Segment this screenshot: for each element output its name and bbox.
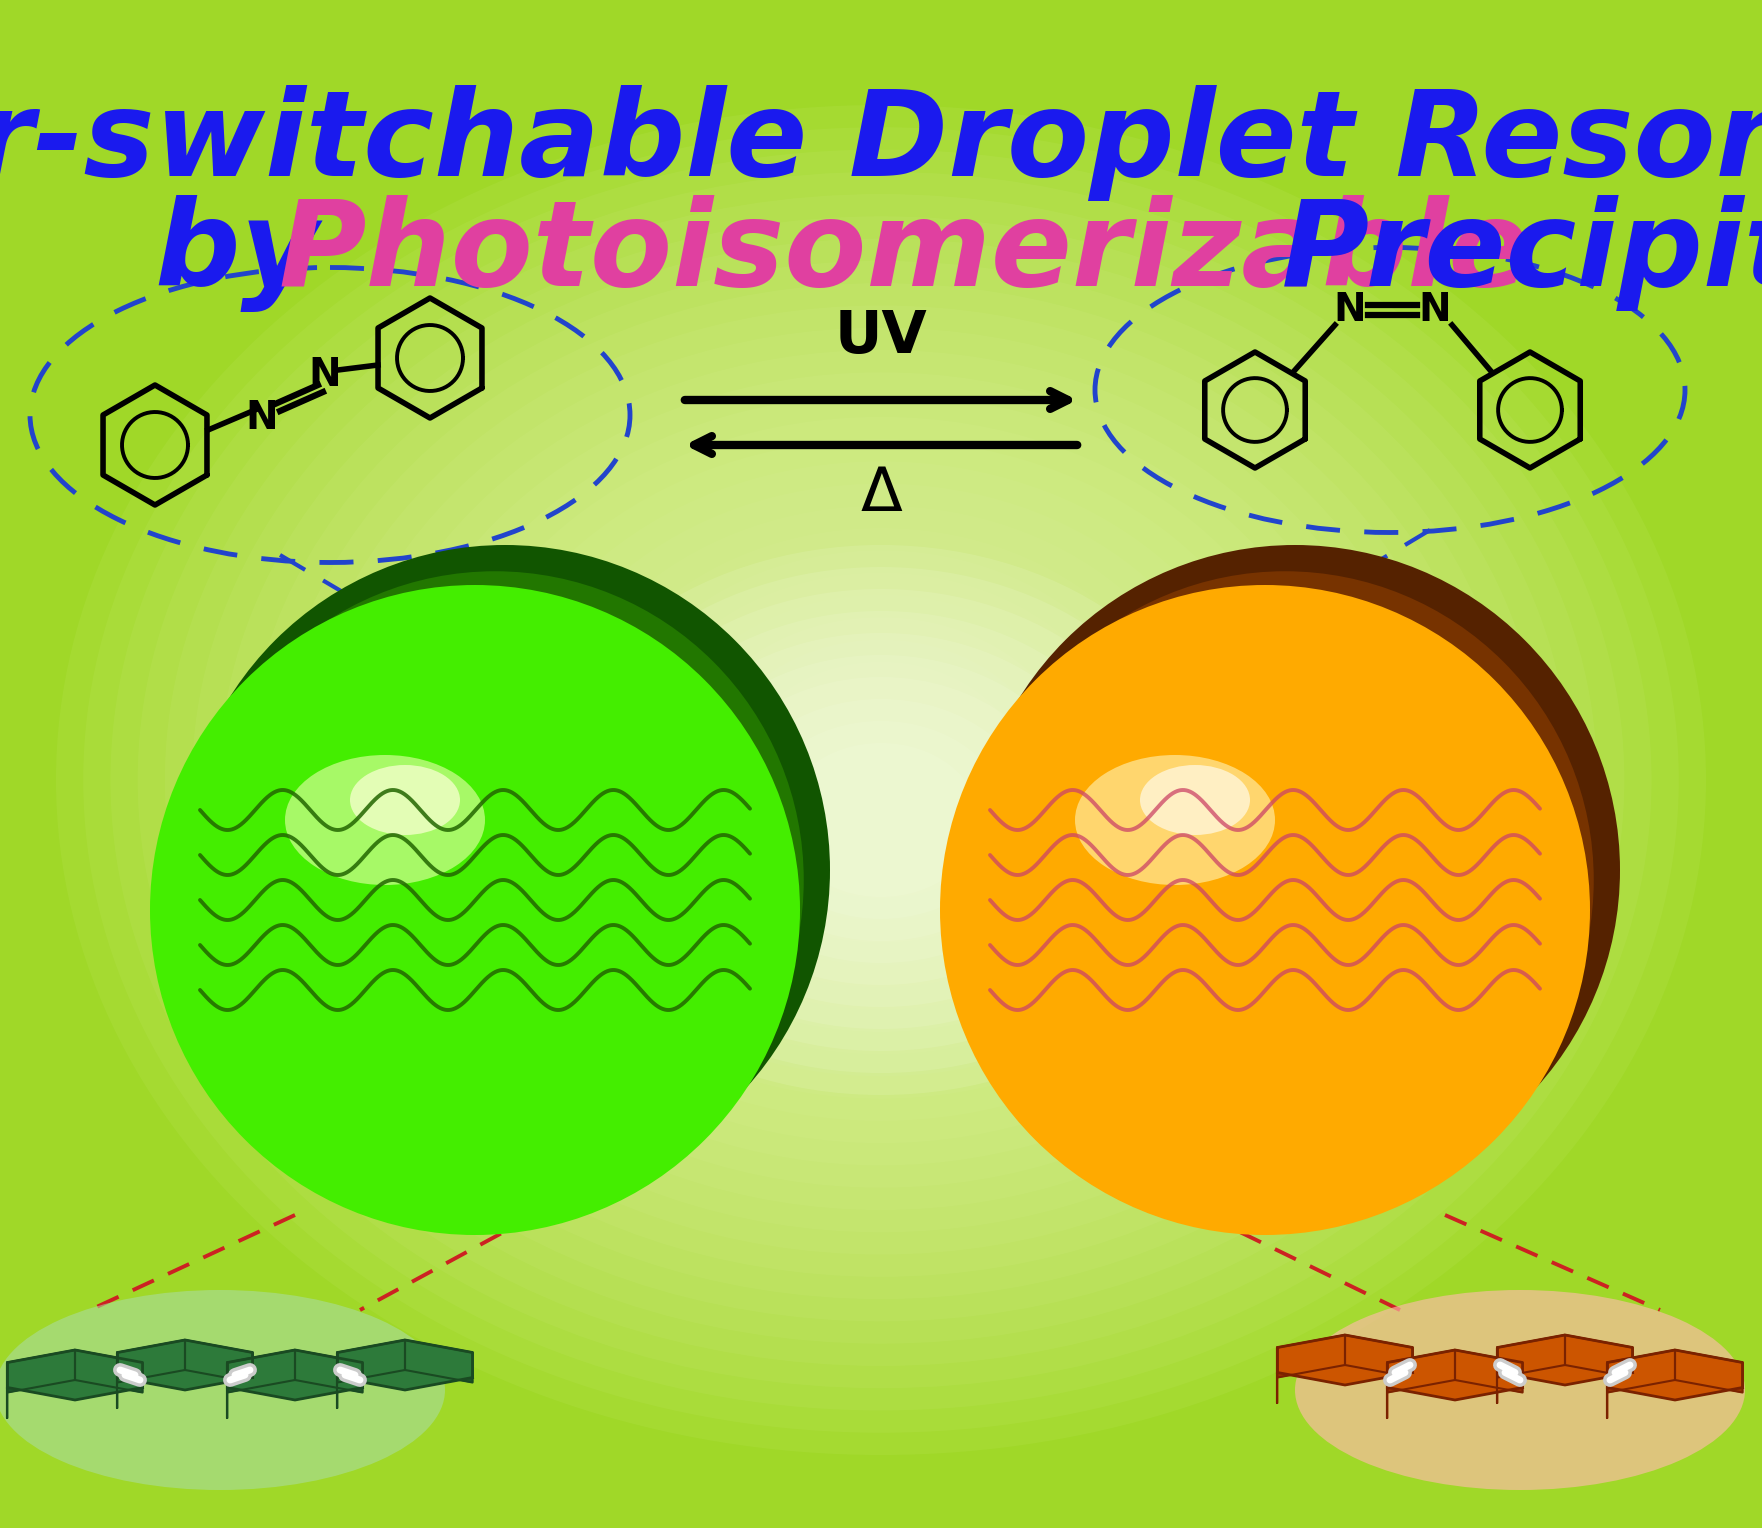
Ellipse shape [1075,755,1276,885]
Polygon shape [1387,1351,1522,1400]
Ellipse shape [1004,640,1524,1160]
Ellipse shape [846,750,916,808]
Text: N: N [308,356,342,394]
Polygon shape [338,1340,472,1390]
Ellipse shape [655,594,1107,966]
Polygon shape [118,1340,252,1390]
Polygon shape [1455,1351,1522,1392]
Ellipse shape [1050,792,1388,1129]
Ellipse shape [192,217,1570,1343]
Polygon shape [1344,1335,1413,1378]
Polygon shape [338,1340,405,1383]
Text: Precipitant: Precipitant [1240,196,1762,312]
Polygon shape [1498,1335,1633,1384]
Ellipse shape [137,171,1625,1387]
Ellipse shape [754,721,1008,918]
Ellipse shape [285,755,485,885]
Polygon shape [1277,1335,1413,1384]
Ellipse shape [180,545,830,1195]
Ellipse shape [465,439,1297,1122]
Ellipse shape [939,585,1589,1235]
Ellipse shape [976,571,1595,1189]
Ellipse shape [150,585,800,1235]
Ellipse shape [187,571,803,1189]
Ellipse shape [587,588,1175,1051]
Polygon shape [118,1340,185,1383]
Ellipse shape [0,1290,446,1490]
Text: N: N [1334,290,1366,329]
Polygon shape [227,1351,363,1400]
Ellipse shape [56,105,1706,1455]
Ellipse shape [682,617,1080,943]
Ellipse shape [218,238,1544,1322]
Ellipse shape [518,484,1244,1076]
Ellipse shape [530,545,1232,1096]
Ellipse shape [1089,918,1270,1102]
Text: by: by [155,196,359,312]
Text: N: N [245,399,278,437]
Ellipse shape [818,729,944,831]
Ellipse shape [231,681,700,1149]
Ellipse shape [1036,730,1445,1140]
Ellipse shape [300,918,481,1102]
Ellipse shape [627,573,1135,987]
Ellipse shape [492,461,1270,1099]
Ellipse shape [601,550,1161,1010]
Ellipse shape [1020,681,1489,1149]
Polygon shape [185,1340,252,1383]
Polygon shape [76,1351,143,1392]
Ellipse shape [273,283,1489,1277]
Ellipse shape [546,506,1216,1054]
Ellipse shape [301,306,1461,1254]
Polygon shape [1607,1351,1676,1392]
Ellipse shape [245,730,655,1140]
Ellipse shape [573,529,1189,1031]
Ellipse shape [261,792,599,1129]
Ellipse shape [1295,1290,1744,1490]
Ellipse shape [765,685,997,876]
Ellipse shape [988,604,1561,1177]
Polygon shape [1676,1351,1743,1392]
Ellipse shape [671,656,1091,986]
Ellipse shape [1140,766,1249,834]
Text: Photoisomerizable: Photoisomerizable [278,196,1529,312]
Ellipse shape [728,698,1034,941]
Text: Color-switchable Droplet Resonator: Color-switchable Droplet Resonator [0,86,1762,202]
Ellipse shape [351,766,460,834]
Ellipse shape [83,127,1679,1433]
Ellipse shape [782,743,980,897]
Polygon shape [1498,1335,1565,1378]
Text: N: N [1418,290,1452,329]
Ellipse shape [111,150,1651,1410]
Ellipse shape [437,417,1325,1143]
Polygon shape [405,1340,472,1383]
Ellipse shape [710,640,1052,920]
Ellipse shape [215,640,735,1160]
Ellipse shape [1101,972,1219,1088]
Ellipse shape [1070,856,1330,1115]
Ellipse shape [199,604,772,1177]
Ellipse shape [559,567,1203,1073]
Polygon shape [7,1351,143,1400]
Polygon shape [1387,1351,1455,1392]
Ellipse shape [615,611,1147,1028]
Ellipse shape [166,194,1596,1366]
Ellipse shape [700,677,1062,963]
Polygon shape [1607,1351,1743,1400]
Ellipse shape [328,327,1434,1232]
Polygon shape [227,1351,294,1392]
Ellipse shape [411,394,1351,1166]
Polygon shape [1565,1335,1633,1378]
Ellipse shape [312,972,428,1088]
Ellipse shape [737,662,1025,898]
Polygon shape [294,1351,363,1392]
Polygon shape [1277,1335,1344,1378]
Ellipse shape [356,350,1406,1210]
Ellipse shape [971,545,1619,1195]
Ellipse shape [791,706,971,854]
Ellipse shape [382,373,1380,1187]
Text: UV: UV [835,309,927,365]
Ellipse shape [643,633,1119,1007]
Polygon shape [7,1351,76,1392]
